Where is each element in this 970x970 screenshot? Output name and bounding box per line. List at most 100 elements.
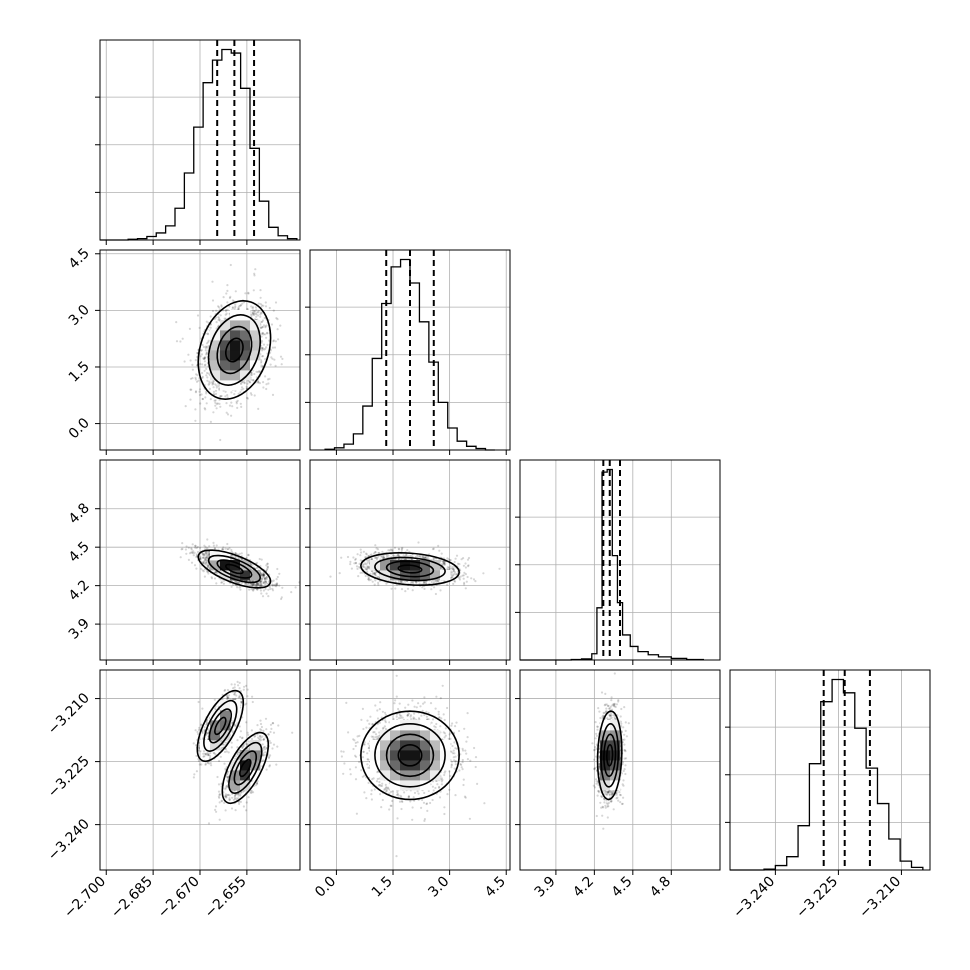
density-cell: [410, 570, 421, 581]
sample-point: [207, 551, 210, 554]
sample-point: [234, 306, 237, 309]
sample-point: [397, 554, 400, 557]
y-tick-label: 4.2: [66, 577, 93, 604]
sample-point: [464, 566, 467, 569]
contour-level-1: [374, 556, 446, 582]
sample-point: [240, 581, 243, 585]
sample-point: [446, 566, 449, 569]
panel-background: [730, 670, 930, 870]
sample-point: [224, 795, 228, 798]
sample-point: [431, 548, 435, 551]
sample-point: [382, 556, 385, 559]
sample-point: [377, 551, 380, 555]
sample-point: [354, 558, 357, 561]
sample-point: [209, 420, 212, 423]
sample-point: [255, 370, 258, 373]
sample-point: [234, 580, 237, 583]
sample-point: [423, 581, 426, 584]
sample-point: [233, 393, 236, 396]
sample-point: [444, 562, 447, 565]
sample-point: [459, 575, 462, 578]
sample-point: [448, 559, 451, 562]
sample-point: [294, 586, 297, 589]
sample-point: [240, 381, 243, 384]
sample-point: [365, 552, 368, 555]
sample-point: [396, 554, 399, 557]
sample-point: [185, 545, 188, 548]
sample-point: [264, 583, 267, 586]
sample-point: [359, 548, 362, 551]
sample-point: [464, 573, 467, 576]
sample-point: [391, 548, 394, 552]
sample-point: [230, 401, 233, 404]
sample-point: [240, 737, 244, 740]
y-tick-label: 3.9: [66, 616, 93, 643]
sample-point: [212, 541, 215, 545]
sample-point: [207, 564, 210, 567]
sample-point: [268, 306, 271, 310]
sample-point: [442, 562, 445, 565]
sample-point: [264, 579, 267, 582]
sample-point: [214, 383, 217, 386]
sample-point: [250, 371, 253, 375]
sample-point: [422, 555, 425, 558]
sample-point: [240, 386, 244, 389]
sample-point: [225, 796, 228, 799]
sample-point: [256, 583, 259, 587]
sample-point: [250, 588, 253, 591]
density-cell: [240, 320, 251, 331]
sample-point: [260, 582, 263, 585]
sample-point: [263, 576, 266, 579]
sample-point: [224, 395, 227, 398]
sample-point: [250, 737, 254, 741]
sample-point: [196, 351, 199, 355]
sample-point: [378, 551, 381, 555]
density-cell: [440, 570, 451, 581]
panel-content: [179, 538, 300, 601]
sample-point: [271, 584, 274, 587]
density-cell: [240, 350, 251, 361]
sample-point: [221, 548, 224, 551]
sample-point: [202, 562, 206, 565]
sample-point: [205, 342, 209, 345]
histogram-series-0: [100, 48, 298, 241]
y-tick-label: 1.5: [66, 358, 93, 385]
sample-point: [262, 573, 265, 577]
sample-point: [208, 552, 211, 556]
sample-point: [368, 558, 371, 562]
sample-point: [181, 337, 184, 340]
y-tick-label: 4.5: [66, 245, 93, 272]
grid-horizontal: [730, 726, 930, 823]
sample-point: [265, 580, 268, 584]
density-cell: [220, 340, 231, 351]
sample-point: [353, 562, 356, 565]
hist-panel-0: [95, 39, 301, 245]
sample-point: [263, 316, 266, 320]
sample-point: [205, 345, 208, 349]
sample-point: [190, 547, 193, 550]
sample-point: [218, 388, 221, 391]
sample-point: [207, 341, 210, 344]
sample-point: [380, 556, 383, 559]
density-cell: [250, 320, 261, 331]
sample-point: [247, 583, 250, 586]
sample-point: [194, 544, 197, 548]
sample-point: [205, 392, 208, 395]
sample-point: [263, 574, 266, 577]
sample-point: [259, 589, 262, 592]
sample-point: [263, 577, 266, 580]
sample-point: [467, 565, 470, 568]
sample-point: [201, 397, 204, 401]
sample-point: [446, 557, 449, 560]
sample-point: [266, 378, 270, 381]
sample-point: [262, 573, 265, 576]
sample-point: [458, 563, 461, 566]
sample-point: [272, 340, 275, 343]
sample-point: [257, 583, 260, 586]
sample-point: [467, 556, 471, 560]
sample-point: [251, 588, 254, 591]
sample-point: [205, 561, 208, 564]
sample-point: [203, 558, 207, 561]
sample-point: [236, 581, 239, 584]
sample-point: [260, 359, 263, 362]
